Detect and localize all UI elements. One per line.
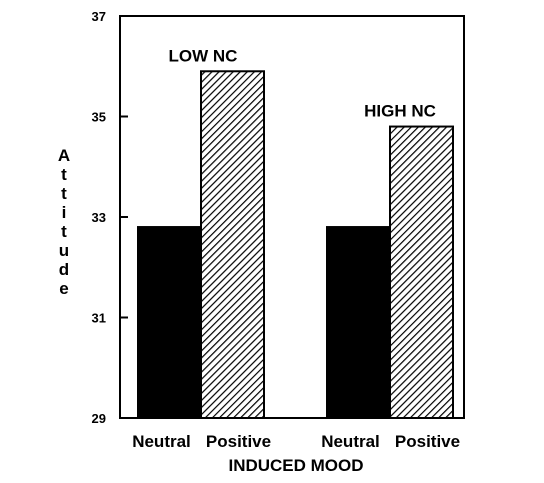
bar-positive — [200, 70, 265, 420]
y-axis-title-letter: A — [58, 146, 70, 165]
bar-neutral — [326, 226, 391, 419]
y-tick-label: 29 — [92, 411, 106, 426]
y-axis-title-letter: e — [59, 279, 68, 298]
y-axis-title-letter: t — [61, 165, 67, 184]
y-axis-ticks: 29 31 33 35 37 — [92, 9, 128, 426]
category-label: Neutral — [321, 432, 380, 451]
group-label: HIGH NC — [364, 102, 436, 121]
x-axis-title: INDUCED MOOD — [228, 456, 363, 475]
bars — [137, 70, 454, 420]
y-tick-label: 33 — [92, 210, 106, 225]
y-tick-label: 35 — [92, 110, 106, 125]
category-label: Neutral — [132, 432, 191, 451]
y-axis-title-letter: i — [62, 203, 67, 222]
y-axis-title-letter: t — [61, 222, 67, 241]
y-axis-title-letter: u — [59, 241, 69, 260]
bar-neutral — [137, 226, 202, 419]
y-axis-title-letter: d — [59, 260, 69, 279]
group-label: LOW NC — [169, 46, 238, 65]
group-labels: LOW NC HIGH NC — [169, 46, 436, 120]
y-axis-title-letter: t — [61, 184, 67, 203]
category-label: Positive — [395, 432, 460, 451]
y-tick-label: 37 — [92, 9, 106, 24]
bar-positive — [389, 125, 454, 420]
category-labels: Neutral Positive Neutral Positive — [132, 432, 460, 451]
category-label: Positive — [206, 432, 271, 451]
y-tick-label: 31 — [92, 311, 106, 326]
